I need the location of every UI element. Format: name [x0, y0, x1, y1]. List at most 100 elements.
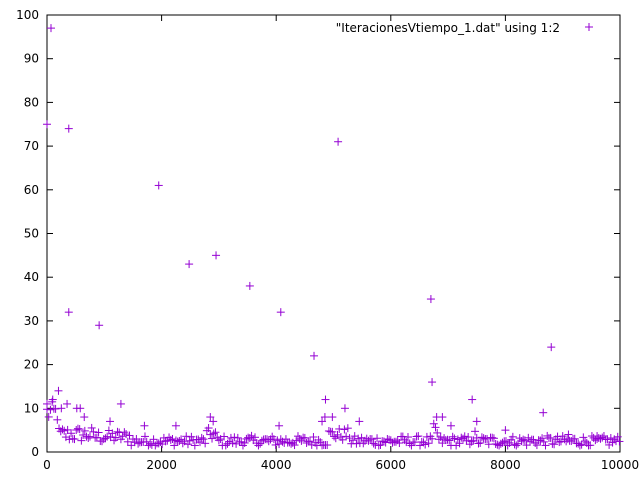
data-point — [426, 295, 435, 304]
legend-marker — [585, 23, 593, 31]
band-point — [335, 424, 344, 433]
band-point — [147, 440, 156, 449]
band-point — [208, 434, 217, 443]
y-tick-label: 40 — [24, 270, 39, 284]
band-point — [58, 425, 67, 434]
band-point — [60, 426, 69, 435]
data-point — [355, 417, 364, 426]
band-point — [101, 434, 110, 443]
band-point — [483, 434, 492, 443]
band-point — [538, 434, 547, 443]
band-point — [94, 428, 103, 437]
band-point — [526, 437, 535, 446]
band-point — [127, 441, 136, 450]
band-point — [70, 435, 79, 444]
band-point — [250, 433, 259, 442]
band-point — [51, 404, 60, 413]
data-point — [154, 181, 163, 190]
band-point — [501, 437, 510, 446]
band-point — [405, 439, 414, 448]
band-point — [395, 439, 404, 448]
band-point — [214, 436, 223, 445]
band-point — [331, 434, 340, 443]
band-point — [367, 435, 376, 444]
data-point — [472, 417, 481, 426]
band-point — [67, 429, 76, 438]
band-point — [462, 436, 471, 445]
band-point — [323, 441, 332, 450]
data-point — [106, 417, 115, 426]
band-point — [237, 437, 246, 446]
band-point — [436, 432, 445, 441]
legend: "IteracionesVtiempo_1.dat" using 1:2 — [336, 21, 593, 35]
data-point — [438, 413, 447, 422]
band-point — [161, 437, 170, 446]
data-points — [43, 24, 602, 443]
band-point — [543, 431, 552, 440]
legend-plus-marker — [585, 23, 593, 31]
band-point — [328, 427, 337, 436]
band-point — [424, 439, 433, 448]
band-point — [56, 427, 65, 436]
band-point — [151, 441, 160, 450]
band-point — [302, 438, 311, 447]
band-point — [474, 439, 483, 448]
dense-point-band — [43, 397, 624, 450]
plot-frame — [46, 14, 621, 453]
data-point — [63, 399, 72, 408]
data-point — [593, 434, 602, 443]
band-point — [599, 432, 608, 441]
data-point — [209, 417, 218, 426]
x-tick-label: 8000 — [490, 458, 521, 472]
x-tick-label: 4000 — [261, 458, 292, 472]
band-point — [407, 441, 416, 450]
data-point — [171, 421, 180, 430]
band-point — [108, 429, 117, 438]
band-point — [146, 439, 155, 448]
band-point — [532, 441, 541, 450]
band-point — [63, 425, 72, 434]
axes: 0 2000 4000 6000 8000 10000 0 10 20 30 40 50 60 70 80 9… — [16, 8, 639, 472]
band-point — [254, 441, 263, 450]
band-point — [75, 425, 84, 434]
band-point — [199, 435, 208, 444]
band-point — [85, 432, 94, 441]
band-point — [307, 440, 316, 449]
band-point — [300, 433, 309, 442]
y-tick-label: 20 — [24, 358, 39, 372]
band-point — [183, 440, 192, 449]
data-point — [245, 281, 254, 290]
band-point — [579, 433, 588, 442]
band-point — [226, 433, 235, 442]
band-point — [80, 426, 89, 435]
data-point — [54, 386, 63, 395]
band-point — [402, 438, 411, 447]
band-point — [383, 434, 392, 443]
band-point — [431, 423, 440, 432]
band-point — [197, 433, 206, 442]
data-point — [318, 417, 327, 426]
band-point — [586, 441, 595, 450]
band-point — [522, 441, 531, 450]
band-point — [209, 429, 218, 438]
band-point — [190, 441, 199, 450]
band-point — [410, 438, 419, 447]
band-point — [477, 433, 486, 442]
band-point — [338, 435, 347, 444]
band-point — [467, 437, 476, 446]
band-point — [333, 430, 342, 439]
band-point — [524, 433, 533, 442]
band-point — [479, 434, 488, 443]
band-point — [603, 435, 612, 444]
band-point — [306, 437, 315, 446]
data-point — [564, 430, 573, 439]
band-point — [154, 439, 163, 448]
band-point — [508, 432, 517, 441]
band-point — [324, 426, 333, 435]
band-point — [512, 441, 521, 450]
band-point — [125, 431, 134, 440]
data-point — [320, 413, 329, 422]
band-point — [570, 434, 579, 443]
band-point — [340, 425, 349, 434]
